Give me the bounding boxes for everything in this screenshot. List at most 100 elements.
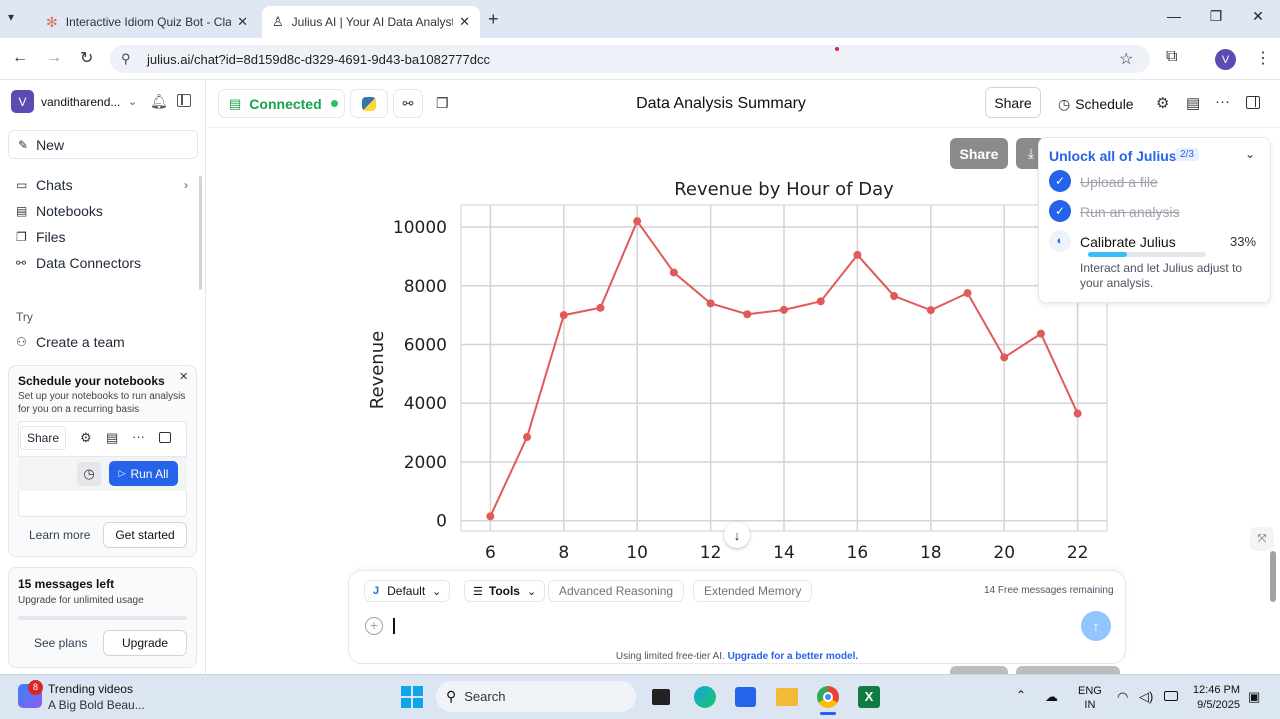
show-hidden-icons[interactable]: ⌃ <box>1016 688 1027 702</box>
chat-icon: ▭ <box>16 178 28 192</box>
tab-list-button[interactable]: ▾ <box>8 10 15 24</box>
volume-icon[interactable]: ◁) <box>1139 689 1154 704</box>
more-icon[interactable]: ··· <box>1215 93 1230 110</box>
bookmark-star-icon[interactable]: ☆ <box>1119 51 1134 68</box>
chrome-icon[interactable] <box>817 686 839 708</box>
search-icon: ⚲ <box>446 688 457 704</box>
run-all-label: Run All <box>130 466 169 481</box>
calibrate-progress-fill <box>1088 252 1127 257</box>
download-icon: ⤓ <box>1027 145 1035 161</box>
onedrive-icon[interactable]: ☁ <box>1045 689 1058 704</box>
message-input[interactable] <box>392 614 1072 638</box>
file-explorer-icon[interactable] <box>776 688 798 706</box>
sidebar-scrollbar[interactable] <box>199 176 202 290</box>
advanced-reasoning-toggle[interactable]: Advanced Reasoning <box>548 580 685 602</box>
tab-julius[interactable]: ♙ Julius AI | Your AI Data Analyst ✕ <box>262 6 480 38</box>
team-icon: ⚇ <box>16 335 27 349</box>
sidebar-item-files[interactable]: ❐ Files <box>16 228 66 246</box>
maximize-icon[interactable]: ❐ <box>1209 8 1223 24</box>
new-chat-button[interactable]: ✎ New <box>8 130 198 159</box>
sidebar-item-notebooks[interactable]: ▤ Notebooks <box>16 202 103 220</box>
news-subtitle[interactable]: A Big Bold Beau... <box>48 698 145 712</box>
back-icon[interactable]: ← <box>12 49 28 66</box>
data-point <box>743 310 752 319</box>
language-indicator[interactable]: ENG IN <box>1078 684 1102 712</box>
messages-progress-track <box>18 616 187 620</box>
share-button[interactable]: Share <box>985 87 1041 118</box>
close-icon[interactable]: ✕ <box>237 14 248 29</box>
scroll-down-button[interactable]: ↓ <box>724 522 750 548</box>
excel-icon[interactable]: X <box>858 686 880 708</box>
schedule-card-title: Schedule your notebooks <box>18 374 165 388</box>
bell-icon[interactable]: 🔔︎ <box>150 93 168 109</box>
extensions-icon[interactable]: ⧉ <box>1166 48 1178 65</box>
connector-button[interactable]: ⚯ <box>393 89 423 118</box>
learn-more-link[interactable]: Learn more <box>29 528 91 542</box>
sidebar-item-data-connectors[interactable]: ⚯ Data Connectors <box>16 254 141 272</box>
composer <box>348 570 1126 664</box>
recording-dot-icon <box>835 47 839 51</box>
step-calibrate-label[interactable]: Calibrate Julius <box>1080 234 1176 250</box>
schedule-label: Schedule <box>1075 96 1134 112</box>
clock-display[interactable]: 12:46 PM 9/5/2025 <box>1192 683 1240 713</box>
new-tab-button[interactable]: + <box>488 9 499 29</box>
edge-icon[interactable] <box>694 686 716 708</box>
step-analysis-label[interactable]: Run an analysis <box>1080 204 1180 220</box>
battery-icon[interactable] <box>1164 691 1178 701</box>
panel-toggle-icon[interactable] <box>1246 96 1260 109</box>
user-avatar[interactable]: V <box>11 90 34 113</box>
gear-icon[interactable]: ⚙ <box>1156 95 1170 112</box>
wifi-icon[interactable]: ◠ <box>1117 689 1129 704</box>
chevron-down-icon[interactable]: ⌄ <box>1245 147 1256 161</box>
see-plans-link[interactable]: See plans <box>34 636 88 650</box>
windows-start-icon[interactable] <box>401 686 423 708</box>
page-scrollbar[interactable] <box>1270 551 1276 602</box>
site-info-icon[interactable]: ⚲ <box>121 51 131 66</box>
connected-badge[interactable]: ▤ Connected <box>218 89 345 118</box>
forward-icon[interactable]: → <box>46 49 62 66</box>
omnibox[interactable] <box>110 45 1150 73</box>
minimize-icon[interactable]: — <box>1167 8 1181 24</box>
tools-select[interactable]: ☰ Tools ⌄ <box>464 580 546 602</box>
schedule-button[interactable]: ◷ Schedule <box>1058 94 1134 114</box>
extended-memory-toggle[interactable]: Extended Memory <box>693 580 813 602</box>
url-text[interactable]: julius.ai/chat?id=8d159d8c-d329-4691-9d4… <box>147 52 490 67</box>
close-icon[interactable]: ✕ <box>179 371 189 383</box>
python-button[interactable] <box>350 89 388 118</box>
browser-menu-icon[interactable]: ⋮ <box>1255 50 1271 67</box>
sidebar-toggle-icon[interactable] <box>177 94 191 107</box>
data-point <box>559 311 568 320</box>
taskbar-search[interactable]: ⚲ Search <box>436 681 636 712</box>
run-all-button: ▷ Run All <box>109 461 178 486</box>
user-name[interactable]: vanditharend... <box>41 95 121 109</box>
upgrade-button[interactable]: Upgrade <box>103 630 187 656</box>
lang-code: ENG <box>1078 685 1102 697</box>
task-view-icon[interactable] <box>652 689 670 705</box>
tab-idiom-quiz[interactable]: ✻ Interactive Idiom Quiz Bot - Cla ✕ <box>36 6 258 38</box>
reload-icon[interactable]: ↻ <box>80 50 94 67</box>
notification-center-icon[interactable]: ▣ <box>1248 689 1261 704</box>
notebook-icon: ▤ <box>106 430 119 445</box>
chevron-down-icon[interactable]: ⌄ <box>128 96 138 108</box>
create-team-item[interactable]: ⚇ Create a team <box>16 333 125 351</box>
get-started-button[interactable]: Get started <box>103 522 187 548</box>
step-upload-label[interactable]: Upload a file <box>1080 174 1158 190</box>
close-window-icon[interactable]: ✕ <box>1252 8 1264 24</box>
sidebar-item-chats[interactable]: ▭ Chats › <box>16 176 188 194</box>
store-icon[interactable] <box>735 687 756 707</box>
close-icon[interactable]: ✕ <box>459 14 470 29</box>
news-title[interactable]: Trending videos <box>48 682 133 696</box>
upgrade-model-link[interactable]: Upgrade for a better model. <box>727 651 859 662</box>
model-select[interactable]: J Default ⌄ <box>364 580 451 602</box>
copy-icon[interactable]: ❐ <box>436 95 449 111</box>
data-point <box>523 433 532 442</box>
notebook-icon[interactable]: ▤ <box>1186 95 1201 112</box>
gear-icon: ⚙ <box>80 430 92 445</box>
extended-memory-label: Extended Memory <box>704 584 802 598</box>
profile-avatar[interactable]: V <box>1215 49 1236 70</box>
expand-panel-icon[interactable]: ⤧ <box>1250 527 1274 551</box>
send-button[interactable]: ↑ <box>1081 611 1111 641</box>
y-tick-label: 2000 <box>404 453 447 473</box>
attach-plus-icon[interactable]: + <box>365 617 383 635</box>
chart-share-button[interactable]: Share <box>950 138 1008 169</box>
